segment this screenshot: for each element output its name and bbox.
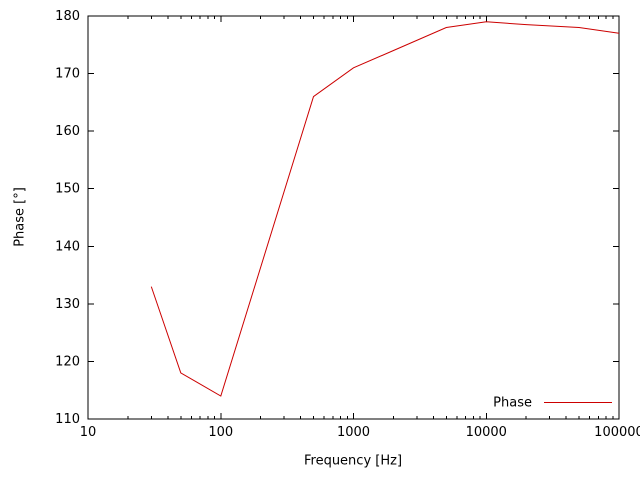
x-tick-label: 100000 xyxy=(594,425,640,440)
y-tick-label: 160 xyxy=(55,124,80,139)
y-tick-label: 150 xyxy=(55,182,80,197)
legend-line-sample xyxy=(544,402,612,403)
y-tick-label: 110 xyxy=(55,412,80,427)
x-tick-label: 10000 xyxy=(466,425,507,440)
y-tick-label: 180 xyxy=(55,9,80,24)
x-tick-label: 10 xyxy=(80,425,97,440)
legend-label: Phase xyxy=(493,395,532,411)
y-tick-label: 120 xyxy=(55,354,80,369)
plot-border xyxy=(87,15,620,420)
y-tick-label: 170 xyxy=(55,67,80,82)
y-axis-label: Phase [°] xyxy=(12,187,28,247)
x-tick-label: 100 xyxy=(208,425,233,440)
y-tick-label: 130 xyxy=(55,297,80,312)
phase-line xyxy=(150,21,620,397)
x-axis-label: Frequency [Hz] xyxy=(303,453,403,469)
x-tick-label: 1000 xyxy=(337,425,370,440)
y-tick-label: 140 xyxy=(55,239,80,254)
